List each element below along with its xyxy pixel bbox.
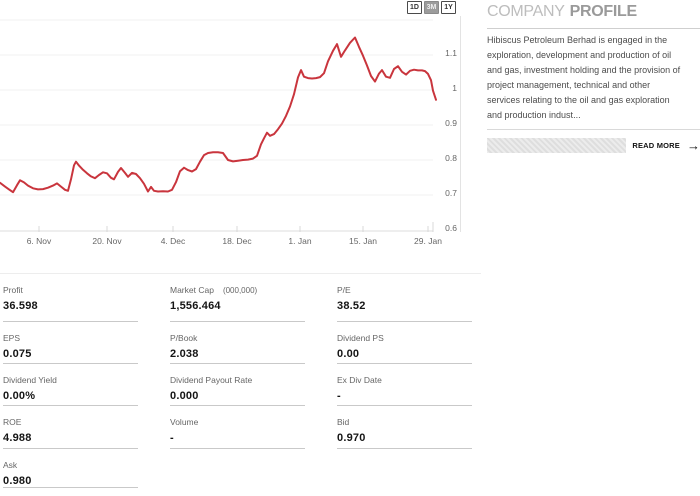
y-axis-label: 1 bbox=[452, 83, 457, 93]
y-axis-label: 0.9 bbox=[445, 118, 457, 128]
profile-line: and production indust... bbox=[487, 110, 581, 120]
stat-cell-ask: Ask 0.980 bbox=[3, 449, 138, 488]
stat-value: 0.000 bbox=[170, 390, 199, 402]
stat-cell-eps: EPS 0.075 bbox=[3, 322, 138, 364]
range-button-1d[interactable]: 1D bbox=[407, 1, 422, 14]
profile-line: project management, technical and other bbox=[487, 80, 651, 90]
stat-value: 36.598 bbox=[3, 300, 38, 312]
stat-value: 4.988 bbox=[3, 432, 32, 444]
stat-label: Dividend Payout Rate bbox=[170, 375, 253, 385]
stat-value: 0.075 bbox=[3, 348, 32, 360]
x-axis-label: 15. Jan bbox=[349, 236, 377, 246]
hatch-divider bbox=[487, 138, 627, 153]
stat-label-note: (000,000) bbox=[222, 286, 258, 295]
heading-profile: PROFILE bbox=[569, 3, 638, 20]
read-more-label: READ MORE bbox=[632, 141, 680, 150]
range-button-3m[interactable]: 3M bbox=[424, 1, 439, 14]
stat-cell-dividend-yield: Dividend Yield 0.00% bbox=[3, 364, 138, 406]
stat-cell-dividend-ps: Dividend PS 0.00 bbox=[337, 322, 472, 364]
company-profile-heading: COMPANY PROFILE bbox=[487, 3, 700, 29]
stat-label: P/E bbox=[337, 285, 351, 295]
x-axis-label: 20. Nov bbox=[92, 236, 122, 246]
profile-line: services relating to the oil and gas exp… bbox=[487, 95, 670, 105]
stat-value: - bbox=[337, 390, 341, 402]
stat-label: P/Book bbox=[170, 333, 198, 343]
stat-cell-market-cap: Market Cap (000,000) 1,556.464 bbox=[170, 274, 305, 322]
stat-label: Ex Div Date bbox=[337, 375, 382, 385]
heading-company: COMPANY bbox=[487, 3, 565, 20]
stat-value: 2.038 bbox=[170, 348, 199, 360]
stat-value: 38.52 bbox=[337, 300, 366, 312]
stat-label: ROE bbox=[3, 417, 22, 427]
profile-line: and gas, investment holding and the prov… bbox=[487, 65, 681, 75]
read-more-button[interactable]: READ MORE → bbox=[632, 137, 700, 153]
stat-label: EPS bbox=[3, 333, 21, 343]
stat-label: Volume bbox=[170, 417, 199, 427]
range-button-1y[interactable]: 1Y bbox=[441, 1, 456, 14]
profile-line: Hibiscus Petroleum Berhad is engaged in … bbox=[487, 35, 668, 45]
stat-label: Dividend PS bbox=[337, 333, 384, 343]
x-axis-label: 6. Nov bbox=[27, 236, 52, 246]
company-profile-panel: COMPANY PROFILE Hibiscus Petroleum Berha… bbox=[487, 3, 700, 153]
profile-line: exploration, development and production … bbox=[487, 50, 672, 60]
stat-label: Bid bbox=[337, 417, 350, 427]
stat-label: Dividend Yield bbox=[3, 375, 57, 385]
y-axis-label: 0.6 bbox=[445, 223, 457, 233]
stat-cell-roe: ROE 4.988 bbox=[3, 406, 138, 449]
y-axis-label: 0.8 bbox=[445, 153, 457, 163]
stat-cell-pbook: P/Book 2.038 bbox=[170, 322, 305, 364]
stat-value: 0.970 bbox=[337, 432, 366, 444]
stat-cell-ex-div-date: Ex Div Date - bbox=[337, 364, 472, 406]
stat-value: 0.980 bbox=[3, 475, 32, 487]
stat-value: 1,556.464 bbox=[170, 300, 221, 312]
stat-value: 0.00% bbox=[3, 390, 36, 402]
stat-cell-dividend-payout-rate: Dividend Payout Rate 0.000 bbox=[170, 364, 305, 406]
stat-cell-volume: Volume - bbox=[170, 406, 305, 449]
x-axis-label: 18. Dec bbox=[222, 236, 252, 246]
stat-label: Profit bbox=[3, 285, 23, 295]
y-axis-label: 0.7 bbox=[445, 188, 457, 198]
right-arrow-icon: → bbox=[687, 137, 700, 153]
stat-cell-pe: P/E 38.52 bbox=[337, 274, 472, 322]
y-axis-label: 1.1 bbox=[445, 48, 457, 58]
stat-cell-profit: Profit 36.598 bbox=[3, 274, 138, 322]
stat-label: Market Cap (000,000) bbox=[170, 285, 258, 295]
stat-value: 0.00 bbox=[337, 348, 360, 360]
range-button-group: 1D 3M 1Y bbox=[407, 1, 456, 14]
x-axis-label: 29. Jan bbox=[414, 236, 442, 246]
read-more-row: READ MORE → bbox=[487, 138, 700, 153]
x-axis-label: 1. Jan bbox=[288, 236, 311, 246]
price-chart-svg[interactable]: 6. Nov 20. Nov 4. Dec 18. Dec 1. Jan 15. Jan 2… bbox=[0, 0, 470, 255]
stat-value: - bbox=[170, 432, 174, 444]
company-profile-text: Hibiscus Petroleum Berhad is engaged in … bbox=[487, 33, 700, 130]
x-axis-label: 4. Dec bbox=[161, 236, 186, 246]
stat-label: Ask bbox=[3, 460, 18, 470]
stat-cell-bid: Bid 0.970 bbox=[337, 406, 472, 449]
price-line bbox=[0, 36, 437, 194]
fundamentals-grid: Profit 36.598 Market Cap (000,000) 1,556.… bbox=[0, 273, 481, 488]
